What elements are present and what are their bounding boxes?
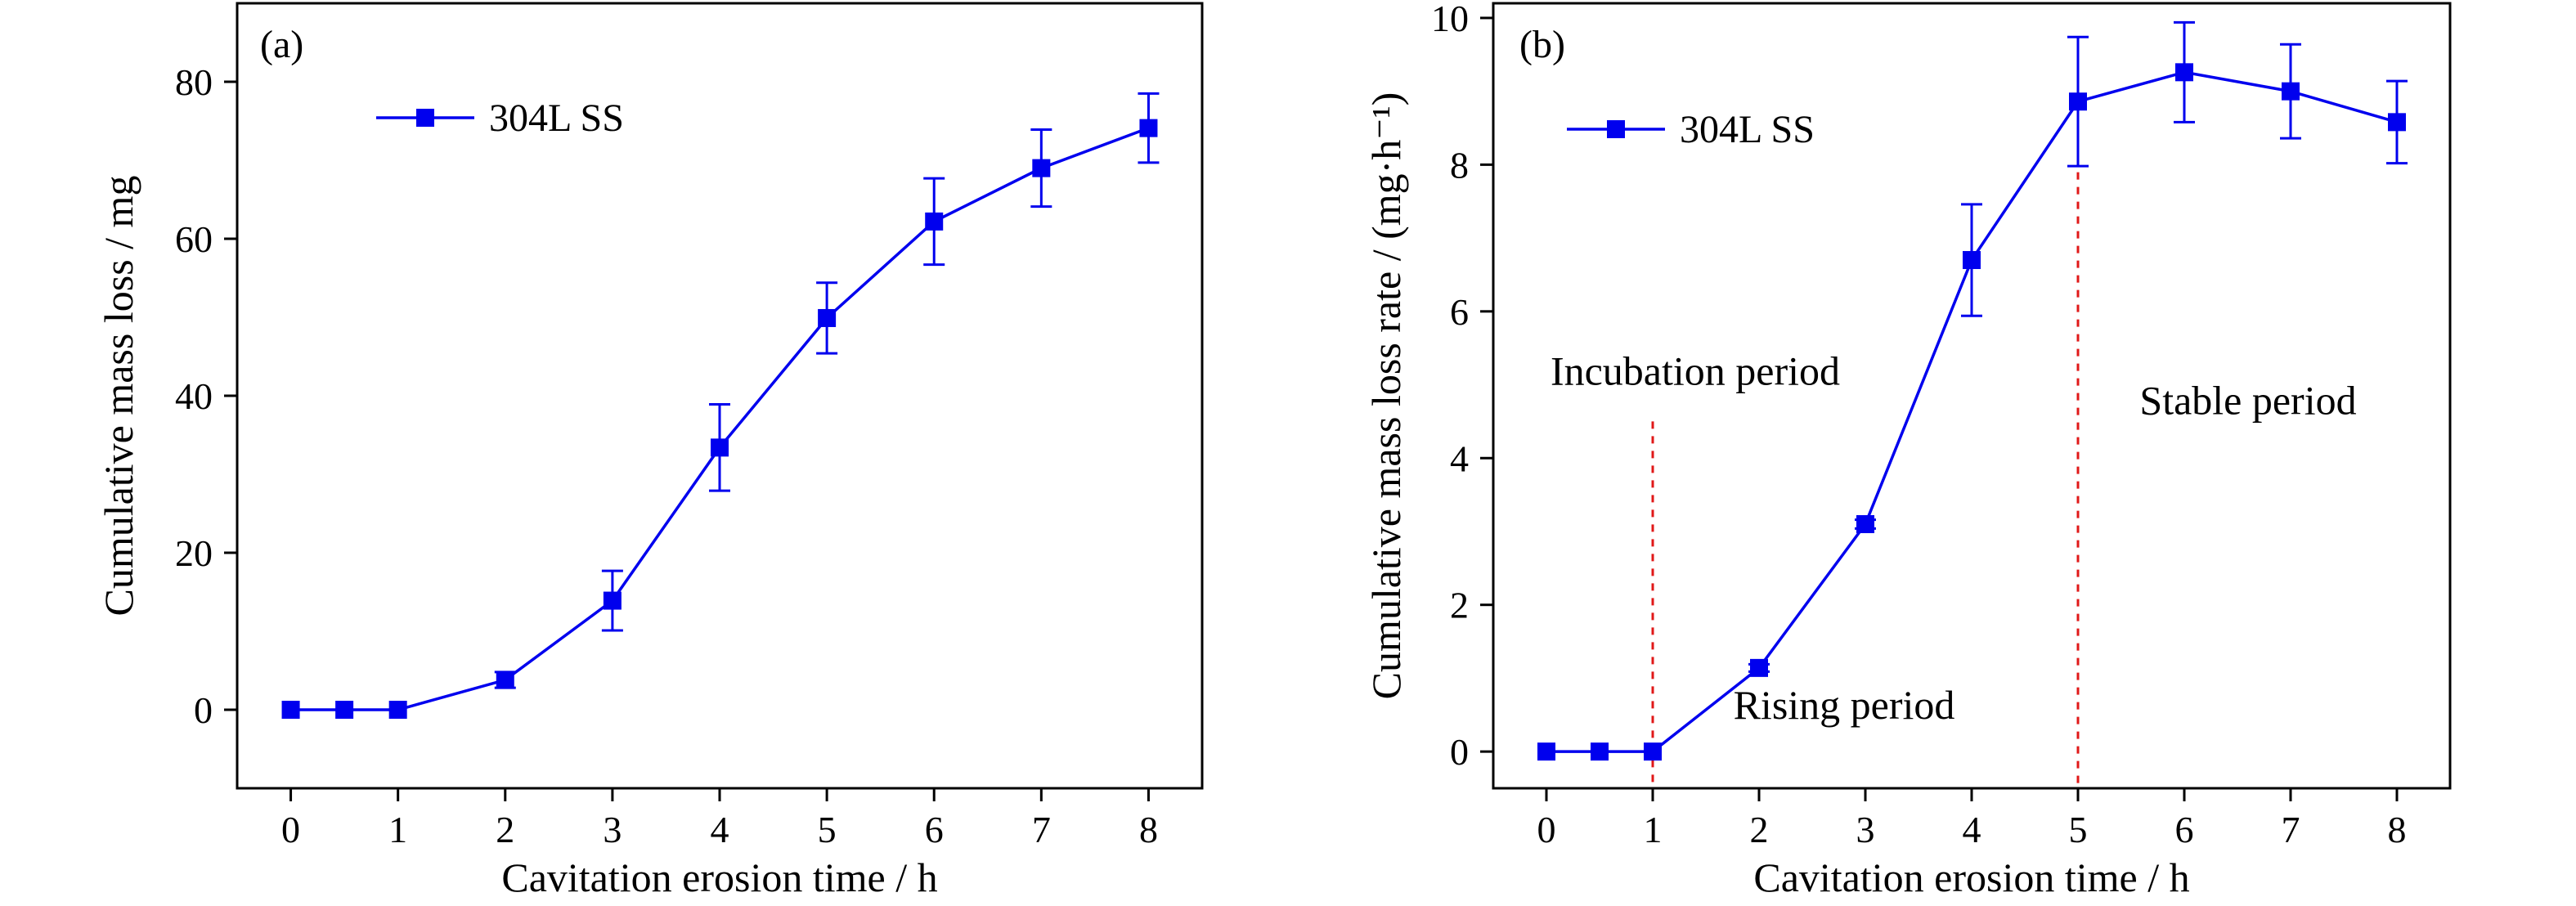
chart-b-x-tick-label: 0 [1537,809,1556,850]
chart-a-y-tick-label: 80 [175,61,213,103]
chart-a-x-axis-title: Cavitation erosion time / h [501,854,937,900]
chart-b-data-point [2282,82,2300,101]
chart-a-x-tick-label: 7 [1032,809,1051,850]
chart-a-data-point [496,671,514,689]
chart-b-period-annotation: Stable period [2139,377,2356,423]
chart-a-data-point [1139,119,1158,137]
chart-b-x-tick-label: 3 [1856,809,1875,850]
chart-b-x-tick-label: 4 [1963,809,1981,850]
chart-a-y-tick-label: 60 [175,218,213,260]
chart-b-x-tick-label: 8 [2388,809,2407,850]
chart-a-y-tick-label: 20 [175,532,213,574]
chart-a-y-tick-label: 40 [175,375,213,417]
chart-a-data-point [925,212,944,231]
chart-b-panel-label: (b) [1519,23,1565,66]
chart-b-y-axis-title: Cumulative mass loss rate / (mg·h⁻¹) [1363,92,1409,700]
chart-a-x-tick-label: 4 [711,809,729,850]
chart-b-period-annotation: Rising period [1734,682,1955,728]
chart-b-x-axis-title: Cavitation erosion time / h [1753,854,2189,900]
chart-a-y-axis-title: Cumulative mass loss / mg [96,176,141,617]
chart-b-x-tick-label: 6 [2175,809,2194,850]
chart-a-x-tick-label: 0 [281,809,300,850]
chart-a-x-tick-label: 1 [388,809,407,850]
chart-b-y-tick-label: 8 [1450,144,1469,186]
chart-b-data-point [2069,92,2087,111]
chart-b-x-tick-label: 5 [2069,809,2088,850]
chart-a-x-tick-label: 3 [603,809,622,850]
chart-b-data-point [1963,251,1981,270]
chart-b-data-point [1591,742,1609,761]
chart-b-data-point [1644,742,1662,761]
chart-b-data-point [1856,515,1874,534]
chart-b-data-point [2175,63,2193,82]
chart-a-data-point [388,701,407,719]
chart-a-data-point [281,701,300,719]
chart-a-series-line [290,127,1150,711]
chart-b-y-tick-label: 6 [1450,291,1469,333]
chart-a-panel-label: (a) [260,23,303,66]
chart-b-period-annotation: Incubation period [1551,348,1840,394]
chart-b-x-tick-label: 1 [1644,809,1663,850]
chart-a-x-tick-label: 6 [925,809,944,850]
chart-a-legend-label: 304L SS [489,96,624,140]
chart-a-data-point [335,701,354,719]
chart-b-legend-marker [1607,120,1625,138]
chart-b-data-point [2388,113,2406,132]
chart-a-x-tick-label: 8 [1139,809,1158,850]
chart-b-x-tick-label: 2 [1750,809,1769,850]
chart-b-data-point [1537,742,1555,761]
chart-b-x-tick-label: 7 [2282,809,2300,850]
chart-a-plot-frame [236,2,1204,790]
chart-b-series-line [1546,70,2398,753]
chart-a-data-point [1032,159,1051,177]
chart-b-legend-label: 304L SS [1680,108,1815,151]
chart-b-y-tick-label: 2 [1450,585,1469,626]
chart-a-y-tick-label: 0 [194,689,213,731]
chart-a-data-point [818,308,837,327]
chart-b-y-tick-label: 0 [1450,731,1469,773]
chart-b-y-tick-label: 10 [1431,0,1469,39]
chart-a-x-tick-label: 2 [496,809,514,850]
chart-b-y-tick-label: 4 [1450,437,1469,479]
chart-panel-b: 0 1 2 3 4 5 6 7 8 0 2 4 6 8 10 Cavitation erosion time … [1363,0,2452,900]
chart-a-data-point [603,591,622,610]
chart-a-legend-marker [416,109,434,127]
chart-a-data-point [711,438,729,457]
chart-b-data-point [1750,658,1768,677]
chart-a-x-tick-label: 5 [818,809,837,850]
